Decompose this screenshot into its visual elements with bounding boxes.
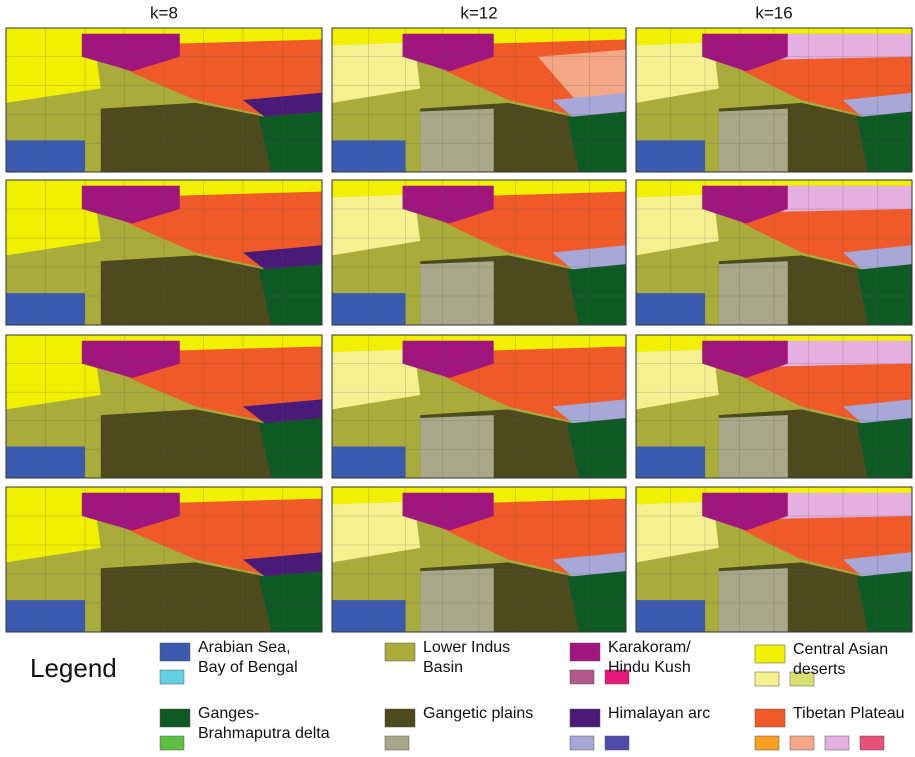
map-region <box>719 261 788 325</box>
map-panel <box>332 180 626 325</box>
map-region <box>719 109 788 172</box>
map-panel <box>636 180 912 325</box>
map-region <box>719 415 788 478</box>
map-panel <box>6 335 322 478</box>
legend-sub-swatch <box>385 736 409 750</box>
legend-label: Hindu Kush <box>608 659 691 676</box>
legend-swatch <box>570 709 600 727</box>
figure: k=8k=12k=16JRA-55ERA-InterimNASA MERRANC… <box>0 0 915 757</box>
column-header: k=12 <box>460 3 497 22</box>
legend-swatch <box>160 643 190 661</box>
legend-sub-swatch <box>570 670 594 684</box>
column-header: k=16 <box>755 3 792 22</box>
legend-label: Gangetic plains <box>423 705 533 722</box>
map-panel <box>332 487 626 632</box>
legend-label: Basin <box>423 659 463 676</box>
legend-sub-swatch <box>570 736 594 750</box>
map-panel <box>6 180 322 325</box>
legend-label: Tibetan Plateau <box>793 705 904 722</box>
column-header: k=8 <box>150 3 178 22</box>
legend-label: Bay of Bengal <box>198 659 298 676</box>
legend-sub-swatch <box>605 736 629 750</box>
legend-swatch <box>755 645 785 663</box>
legend-sub-swatch <box>825 736 849 750</box>
map-panel <box>636 335 912 478</box>
map-panel <box>6 487 322 632</box>
page: {"figure": { "columns": ["k=8", "k=12", … <box>0 0 915 757</box>
legend-swatch <box>385 709 415 727</box>
map-panel <box>6 28 322 172</box>
legend-sub-swatch <box>755 736 779 750</box>
legend-label: Himalayan arc <box>608 705 710 722</box>
legend-label: Karakoram/ <box>608 639 691 656</box>
map-region <box>420 261 494 325</box>
legend-label: Lower Indus <box>423 639 510 656</box>
legend-label: Arabian Sea, <box>198 639 291 656</box>
legend-label: Ganges- <box>198 705 259 722</box>
map-region <box>420 568 494 632</box>
legend-sub-swatch <box>160 670 184 684</box>
map-panel <box>636 28 912 172</box>
legend-sub-swatch <box>160 736 184 750</box>
map-panel <box>332 335 626 478</box>
map-region <box>420 415 494 478</box>
legend-sub-swatch <box>860 736 884 750</box>
legend-sub-swatch <box>755 672 779 686</box>
legend-swatch <box>160 709 190 727</box>
map-region <box>420 109 494 172</box>
legend-title: Legend <box>30 653 117 683</box>
legend-swatch <box>755 709 785 727</box>
map-panel <box>332 28 626 172</box>
map-panel <box>636 487 912 632</box>
legend-swatch <box>570 643 600 661</box>
legend-label: deserts <box>793 661 845 678</box>
legend-label: Central Asian <box>793 641 888 658</box>
legend-label: Brahmaputra delta <box>198 725 330 742</box>
legend-swatch <box>385 643 415 661</box>
legend-sub-swatch <box>790 736 814 750</box>
map-region <box>719 568 788 632</box>
